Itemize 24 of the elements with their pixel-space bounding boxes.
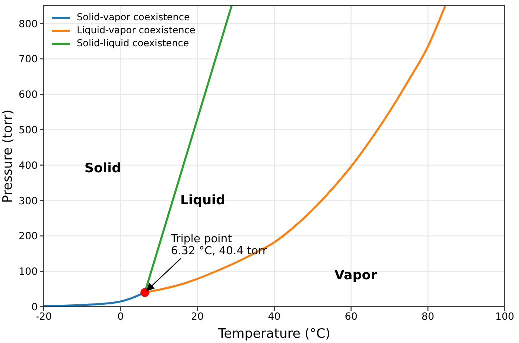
x-tick-label: 60 bbox=[344, 312, 358, 324]
y-tick-label: 800 bbox=[18, 19, 38, 30]
y-tick-label: 500 bbox=[18, 125, 38, 136]
y-tick-label: 600 bbox=[18, 90, 38, 102]
legend-label: Liquid-vapor coexistence bbox=[77, 26, 196, 36]
y-tick-label: 300 bbox=[18, 196, 38, 208]
x-tick-label: 20 bbox=[191, 312, 204, 324]
annotation: Vapor bbox=[334, 268, 378, 284]
x-axis-title: Temperature (°C) bbox=[217, 327, 331, 342]
annotation: Liquid bbox=[180, 194, 226, 208]
x-tick-label: 0 bbox=[118, 312, 124, 324]
y-tick-label: 0 bbox=[32, 302, 38, 314]
x-tick-label: 40 bbox=[268, 312, 281, 324]
y-tick-label: 400 bbox=[18, 160, 38, 172]
x-tick-label: 80 bbox=[422, 312, 435, 324]
y-tick-label: 700 bbox=[18, 54, 38, 66]
annotation: Solid bbox=[84, 162, 122, 176]
x-tick-label: -20 bbox=[36, 312, 52, 324]
x-tick-label: 100 bbox=[495, 312, 515, 324]
y-axis-title: Pressure (torr) bbox=[1, 110, 16, 204]
y-tick-label: 200 bbox=[18, 232, 38, 243]
legend-label: Solid-vapor coexistence bbox=[77, 12, 190, 24]
legend-label: Solid-liquid coexistence bbox=[77, 38, 190, 50]
y-tick-label: 100 bbox=[18, 267, 38, 278]
